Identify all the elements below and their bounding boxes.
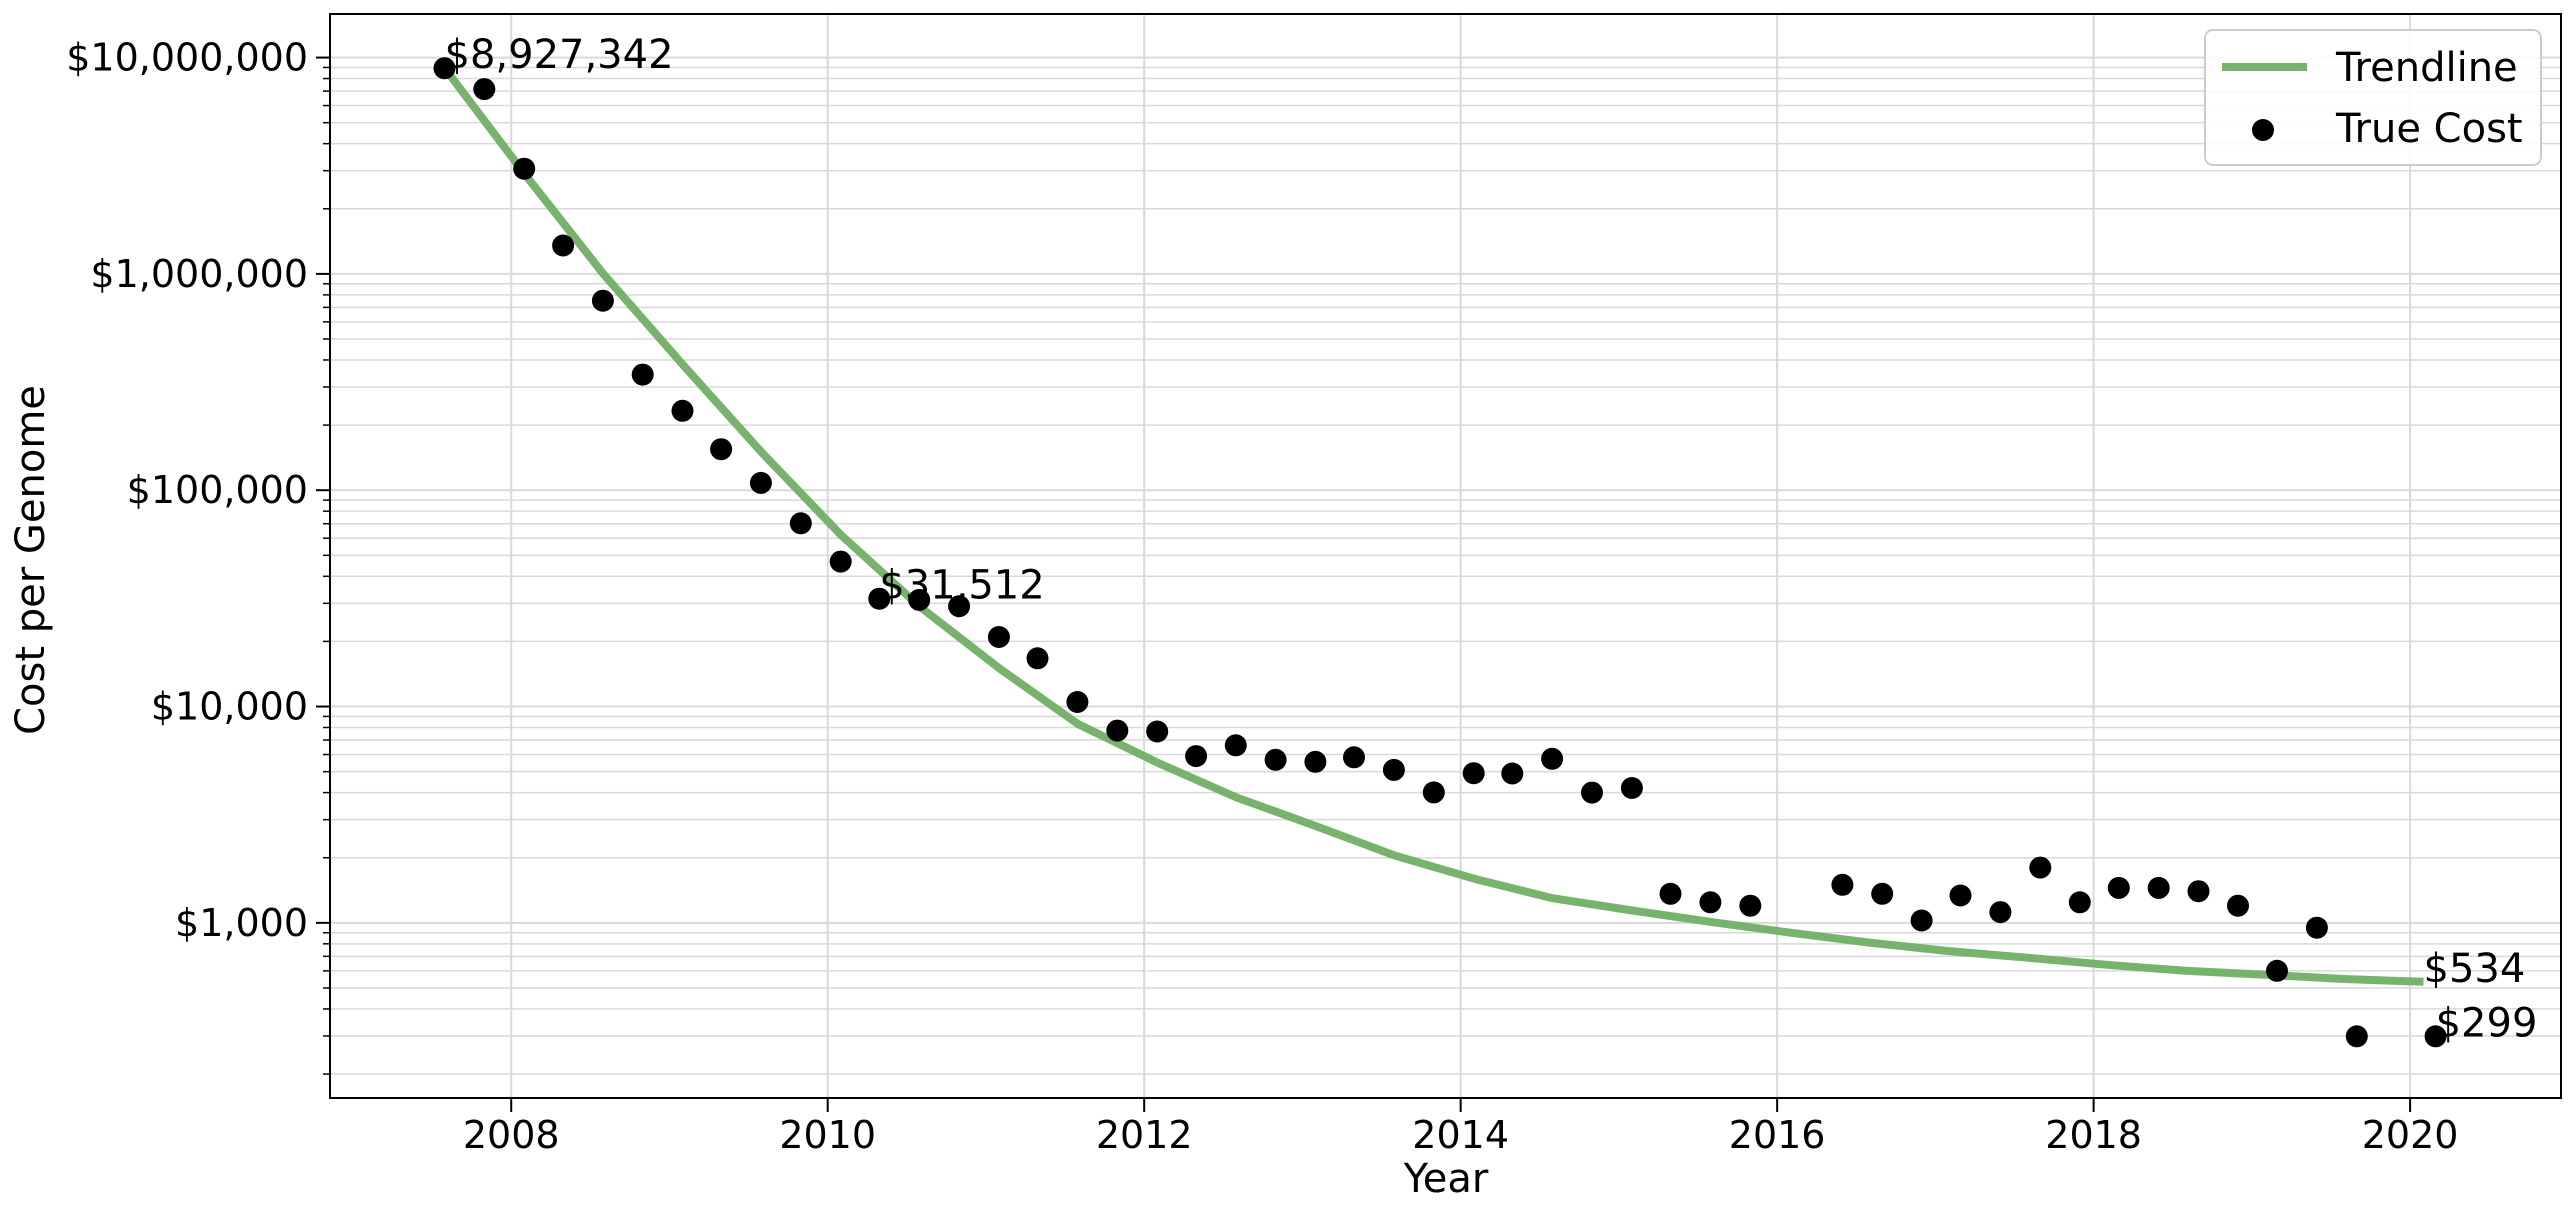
legend-true-cost-swatch [2252, 119, 2274, 141]
true-cost-point [710, 438, 733, 461]
y-tick-label: $10,000 [151, 685, 308, 729]
true-cost-point [1541, 747, 1564, 770]
legend-label-trendline: Trendline [2335, 45, 2518, 91]
true-cost-point [1581, 781, 1603, 804]
plot-frame [329, 13, 2562, 1099]
x-tick-label: 2008 [463, 1113, 560, 1157]
true-cost-point [1146, 720, 1169, 743]
data-annotation: $8,927,342 [445, 32, 674, 78]
x-tick-label: 2020 [2362, 1113, 2459, 1157]
true-cost-point [1910, 909, 1933, 932]
grid [330, 14, 2561, 1098]
data-annotation: $299 [2436, 1000, 2538, 1046]
axis-ticks: 2008 2010 2012 2014 2016 2018 2020 $1,000 $10,00… [66, 36, 2458, 1157]
true-cost-point [1989, 901, 2012, 924]
true-cost-point [2227, 894, 2249, 917]
true-cost-point [1224, 734, 1247, 757]
true-cost-point [2266, 959, 2288, 982]
x-tick-label: 2010 [779, 1113, 876, 1157]
true-cost-point [2424, 1025, 2447, 1048]
x-tick-label: 2016 [1729, 1113, 1826, 1157]
true-cost-point [1026, 647, 1049, 670]
x-tick-label: 2014 [1412, 1113, 1509, 1157]
true-cost-point [513, 157, 536, 180]
y-tick-label: $1,000 [175, 901, 308, 945]
true-cost-point [2029, 856, 2052, 879]
true-cost-point [987, 626, 1010, 648]
true-cost-point [2305, 916, 2328, 939]
true-cost-point [1106, 719, 1129, 742]
true-cost-point [789, 512, 812, 535]
true-cost-point [829, 550, 852, 573]
true-cost-point [671, 399, 694, 422]
y-axis-label: Cost per Genome [8, 385, 54, 735]
true-cost-point [1343, 746, 1365, 769]
true-cost-point [1620, 777, 1643, 799]
true-cost-point [2187, 880, 2210, 903]
true-cost-point [868, 587, 891, 610]
true-cost-point [749, 471, 772, 494]
true-cost-point [591, 289, 614, 312]
annotations: $8,927,342 $31,512 $534 $299 [445, 32, 2538, 1046]
y-tick-label: $1,000,000 [90, 252, 308, 296]
true-cost-point [1462, 762, 1485, 785]
trendline-series [441, 66, 2424, 986]
true-cost-point [1382, 758, 1405, 781]
true-cost-point [1739, 894, 1762, 917]
legend-label-true-cost: True Cost [2335, 106, 2523, 152]
true-cost-point [631, 363, 654, 386]
x-tick-label: 2012 [1096, 1113, 1193, 1157]
true-cost-point [1304, 750, 1327, 773]
data-annotation: $31,512 [879, 563, 1044, 609]
y-tick-label: $10,000,000 [66, 36, 308, 80]
true-cost-point [2147, 876, 2170, 899]
true-cost-point [1659, 882, 1682, 905]
true-cost-point [1871, 882, 1894, 905]
x-axis-label: Year [1403, 1156, 1489, 1202]
data-annotation: $534 [2424, 946, 2526, 992]
true-cost-point [2068, 891, 2091, 914]
true-cost-point [552, 234, 575, 257]
true-cost-point [948, 595, 971, 618]
true-cost-point [1831, 873, 1854, 896]
true-cost-point [1422, 781, 1445, 804]
true-cost-point [2107, 876, 2130, 899]
true-cost-point [2345, 1025, 2368, 1048]
plot-area [433, 57, 2447, 1048]
true-cost-point [1264, 748, 1287, 771]
true-cost-point [1501, 762, 1524, 785]
x-tick-label: 2018 [2045, 1113, 2142, 1157]
true-cost-point [908, 588, 931, 611]
legend: Trendline True Cost [2204, 29, 2542, 166]
true-cost-point [433, 57, 456, 80]
y-tick-label: $100,000 [127, 468, 308, 512]
true-cost-point [473, 78, 496, 101]
true-cost-point [1185, 745, 1208, 768]
true-cost-point [1699, 891, 1722, 914]
true-cost-point [1949, 884, 1972, 907]
true-cost-point [1066, 691, 1089, 713]
